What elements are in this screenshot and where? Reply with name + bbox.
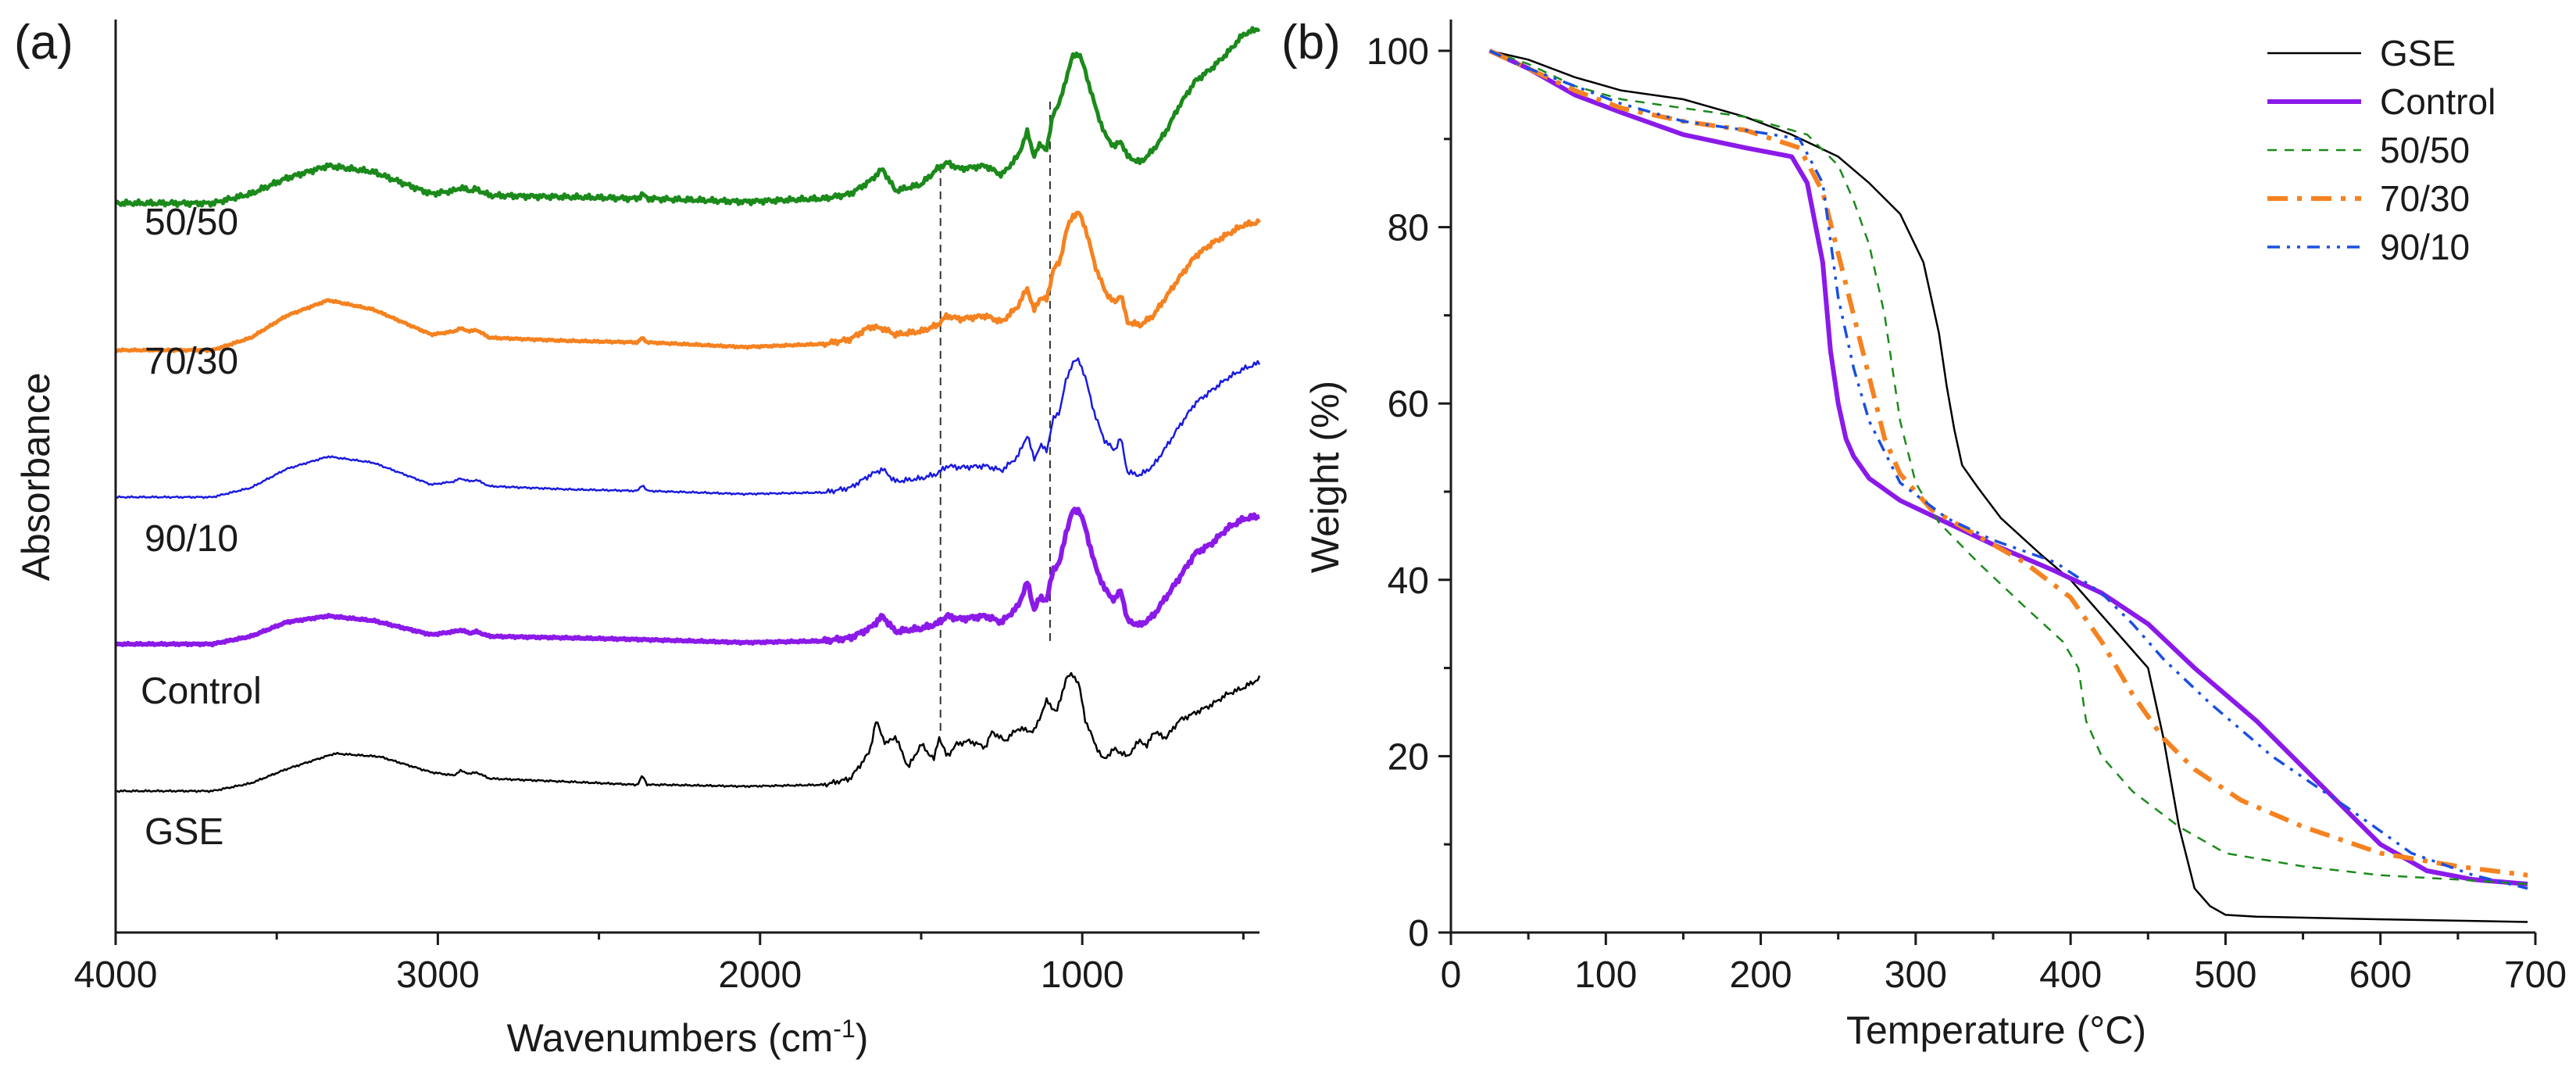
spectra-series [114, 26, 1262, 793]
panel-b-y-ticks: 0 20 40 60 80 100 [1367, 31, 1451, 954]
tga-series-gse [1489, 49, 2528, 923]
y-tick-label-60: 60 [1388, 384, 1429, 425]
x-tick-label-100: 100 [1574, 954, 1637, 996]
panel-a-series-labels: 50/50 70/30 90/10 Control GSE [141, 202, 262, 853]
x-tick-label-0: 0 [1441, 954, 1462, 996]
panel-a-ftir: (a) 4000 3000 2000 1000 50/50 70/30 90/10 Cont… [14, 16, 1262, 1060]
y-tick-label-40: 40 [1388, 560, 1429, 602]
panel-b-x-title: Temperature (°C) [1846, 1008, 2146, 1052]
series-gse [115, 671, 1261, 793]
x-tick-label-500: 500 [2194, 954, 2256, 996]
y-tick-label-20: 20 [1388, 736, 1429, 778]
tga-series-50-50 [1489, 49, 2528, 886]
legend-label-50-50: 50/50 [2380, 130, 2470, 170]
y-tick-label-100: 100 [1367, 31, 1429, 73]
x-tick-label-300: 300 [1885, 954, 1947, 996]
panel-b-label: (b) [1281, 16, 1341, 70]
x-title-main: Wavenumbers (cm [507, 1016, 834, 1060]
series-label-gse: GSE [145, 811, 223, 853]
x-tick-label-200: 200 [1730, 954, 1792, 996]
series-label-control: Control [141, 671, 262, 712]
series-50-50 [114, 26, 1261, 209]
legend-label-gse: GSE [2380, 33, 2456, 73]
series-70-30 [115, 210, 1262, 353]
x-tick-label-2000: 2000 [718, 954, 802, 996]
tga-series-90-10 [1488, 49, 2528, 890]
tga-series [1488, 48, 2528, 923]
reference-lines [939, 98, 1051, 731]
x-title-superscript: -1 [833, 1015, 855, 1043]
series-90-10 [115, 357, 1261, 499]
series-label-90-10: 90/10 [145, 518, 238, 560]
panel-b-y-title: Weight (%) [1303, 381, 1347, 573]
x-tick-label-700: 700 [2504, 954, 2567, 996]
x-tick-label-4000: 4000 [74, 954, 158, 996]
legend-label-90-10: 90/10 [2380, 227, 2470, 267]
x-tick-label-3000: 3000 [396, 954, 480, 996]
x-tick-label-1000: 1000 [1041, 954, 1124, 996]
panel-b-tga: (b) 0 100 200 300 400 500 600 700 020406080100 … [1281, 16, 2567, 1052]
panel-b-x-ticks: 0 100 200 300 400 500 600 700 [1441, 933, 2567, 996]
y-tick-label-0: 0 [1408, 913, 1429, 954]
tga-series-control [1488, 48, 2528, 886]
panel-a-x-title: Wavenumbers (cm-1) [507, 1015, 869, 1060]
tga-series-70-30 [1488, 48, 2528, 878]
series-label-70-30: 70/30 [145, 341, 238, 382]
x-tick-label-400: 400 [2039, 954, 2102, 996]
panel-a-x-ticks: 4000 3000 2000 1000 [74, 933, 1245, 996]
legend-label-control: Control [2380, 81, 2496, 122]
x-tick-label-600: 600 [2349, 954, 2412, 996]
panel-a-y-title: Absorbance [14, 373, 58, 582]
y-tick-label-80: 80 [1388, 208, 1429, 249]
series-label-50-50: 50/50 [145, 202, 238, 243]
legend: GSE Control 50/50 70/30 90/10 [2267, 33, 2496, 267]
x-title-close: ) [856, 1016, 869, 1060]
series-control [114, 507, 1260, 648]
legend-label-70-30: 70/30 [2380, 178, 2470, 219]
panel-a-label: (a) [14, 16, 73, 70]
